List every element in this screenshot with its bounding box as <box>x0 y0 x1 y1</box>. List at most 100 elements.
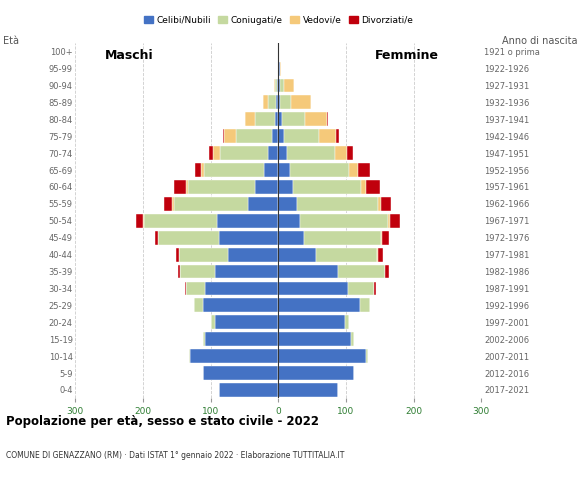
Bar <box>381 197 392 211</box>
Bar <box>248 197 278 211</box>
Bar <box>278 264 338 278</box>
Bar <box>213 146 219 160</box>
Bar <box>293 180 361 194</box>
Bar <box>237 129 271 143</box>
Text: COMUNE DI GENAZZANO (RM) · Dati ISTAT 1° gennaio 2022 · Elaborazione TUTTITALIA.: COMUNE DI GENAZZANO (RM) · Dati ISTAT 1°… <box>6 451 344 460</box>
Bar <box>278 299 360 312</box>
Bar <box>154 231 158 245</box>
Bar <box>195 163 201 177</box>
Bar <box>319 129 336 143</box>
Bar <box>255 180 278 194</box>
Bar <box>211 315 215 329</box>
Bar <box>223 129 224 143</box>
Bar <box>278 231 304 245</box>
Bar <box>390 214 400 228</box>
Text: Femmine: Femmine <box>375 48 439 61</box>
Bar <box>380 231 382 245</box>
Bar <box>278 248 316 262</box>
Bar <box>278 282 348 295</box>
Bar <box>276 96 278 109</box>
Text: Anno di nascita: Anno di nascita <box>502 36 577 46</box>
Bar <box>278 45 279 59</box>
Bar <box>158 231 219 245</box>
Bar <box>345 315 349 329</box>
Bar <box>388 214 390 228</box>
Bar <box>202 299 278 312</box>
Bar <box>176 248 179 262</box>
Bar <box>278 163 290 177</box>
Bar <box>143 214 144 228</box>
Bar <box>351 332 353 346</box>
Bar <box>144 214 218 228</box>
Bar <box>300 214 388 228</box>
Bar <box>335 146 347 160</box>
Bar <box>227 248 278 262</box>
Text: Popolazione per età, sesso e stato civile - 2022: Popolazione per età, sesso e stato civil… <box>6 415 319 428</box>
Bar <box>201 163 204 177</box>
Bar <box>277 79 278 93</box>
Bar <box>263 163 278 177</box>
Bar <box>172 197 173 211</box>
Bar <box>275 79 277 93</box>
Bar <box>278 366 354 380</box>
Bar <box>185 282 186 295</box>
Bar <box>280 96 291 109</box>
Bar <box>327 112 328 126</box>
Bar <box>385 264 389 278</box>
Bar <box>275 112 278 126</box>
Bar <box>278 197 296 211</box>
Bar <box>278 214 300 228</box>
Bar <box>186 282 205 295</box>
Bar <box>349 163 357 177</box>
Bar <box>186 180 188 194</box>
Bar <box>291 96 311 109</box>
Bar <box>278 332 351 346</box>
Bar <box>173 197 248 211</box>
Bar <box>284 129 319 143</box>
Bar <box>357 163 370 177</box>
Bar <box>378 248 383 262</box>
Bar <box>194 299 202 312</box>
Bar <box>278 383 338 397</box>
Bar <box>203 332 205 346</box>
Legend: Celibi/Nubili, Coniugati/e, Vedovi/e, Divorziati/e: Celibi/Nubili, Coniugati/e, Vedovi/e, Di… <box>140 12 417 28</box>
Bar <box>218 214 278 228</box>
Bar <box>347 146 353 160</box>
Bar <box>361 180 367 194</box>
Bar <box>376 248 378 262</box>
Bar <box>284 79 294 93</box>
Bar <box>202 366 278 380</box>
Bar <box>219 146 268 160</box>
Text: Maschi: Maschi <box>105 48 154 61</box>
Bar <box>304 231 380 245</box>
Bar <box>245 112 255 126</box>
Bar <box>338 264 385 278</box>
Bar <box>282 112 306 126</box>
Bar <box>224 129 237 143</box>
Bar <box>348 282 374 295</box>
Bar <box>255 112 275 126</box>
Bar <box>263 96 268 109</box>
Bar <box>268 146 278 160</box>
Bar <box>278 180 293 194</box>
Bar <box>360 299 370 312</box>
Bar <box>378 197 381 211</box>
Bar <box>205 332 278 346</box>
Bar <box>219 231 278 245</box>
Bar <box>209 146 213 160</box>
Bar <box>189 349 190 363</box>
Bar <box>316 248 376 262</box>
Bar <box>367 180 380 194</box>
Bar <box>178 264 180 278</box>
Bar <box>190 349 278 363</box>
Bar <box>188 180 255 194</box>
Bar <box>180 264 215 278</box>
Bar <box>271 129 278 143</box>
Bar <box>268 96 276 109</box>
Bar <box>278 146 287 160</box>
Bar <box>280 79 284 93</box>
Bar <box>278 112 282 126</box>
Bar <box>164 197 172 211</box>
Bar <box>280 61 281 75</box>
Bar <box>274 79 275 93</box>
